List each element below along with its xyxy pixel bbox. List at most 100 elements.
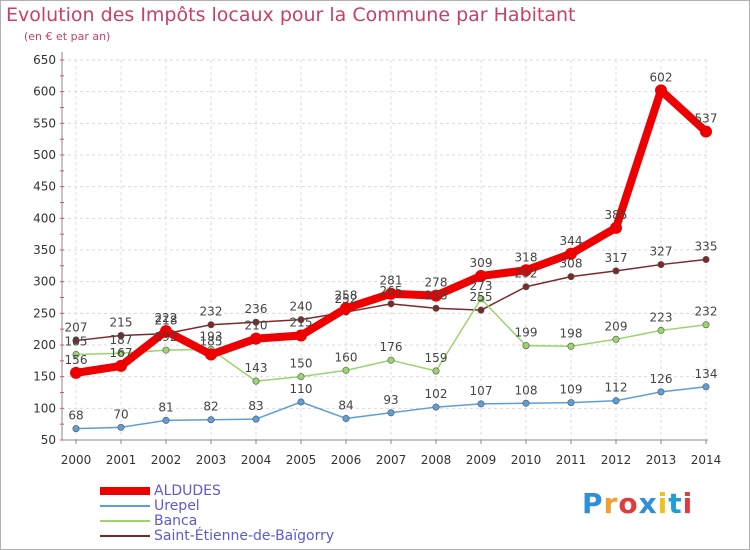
data-point: [385, 287, 397, 300]
data-label: 258: [335, 288, 358, 302]
data-label: 602: [650, 70, 673, 84]
y-tick-label: 250: [33, 306, 56, 320]
data-label: 309: [470, 256, 493, 270]
legend-swatch: [100, 519, 150, 522]
data-point: [162, 346, 170, 354]
data-point: [430, 289, 442, 302]
x-tick-label: 2008: [421, 453, 452, 467]
data-point: [72, 337, 80, 345]
y-tick-label: 550: [33, 116, 56, 130]
data-label: 107: [470, 384, 493, 398]
data-point: [297, 398, 305, 406]
data-label: 112: [605, 381, 628, 395]
data-point: [612, 397, 620, 405]
data-point: [117, 349, 125, 357]
data-label: 143: [245, 361, 268, 375]
x-tick-label: 2004: [241, 453, 272, 467]
data-point: [432, 403, 440, 411]
data-point: [522, 399, 530, 407]
data-label: 317: [605, 251, 628, 265]
data-point: [567, 399, 575, 407]
legend-label: Saint-Étienne-de-Baïgorry: [154, 527, 335, 544]
x-tick-label: 2009: [466, 453, 497, 467]
data-label: 308: [560, 257, 583, 271]
data-label: 252: [335, 292, 358, 306]
data-label: 335: [695, 240, 718, 254]
data-label: 193: [200, 329, 223, 343]
data-point: [702, 321, 710, 329]
data-point: [567, 273, 575, 281]
proxiti-logo: Proxiti: [582, 487, 694, 520]
legend-label: Urepel: [154, 497, 200, 514]
legend-label: Banca: [154, 512, 198, 529]
data-label: 176: [380, 340, 403, 354]
legend-label: ALDUDES: [154, 482, 221, 499]
data-label: 218: [155, 314, 178, 328]
data-point: [522, 342, 530, 350]
data-point: [520, 264, 532, 277]
data-label: 210: [245, 319, 268, 333]
data-label: 192: [155, 330, 178, 344]
data-label: 385: [605, 208, 628, 222]
data-point: [657, 388, 665, 396]
y-tick-label: 100: [33, 401, 56, 415]
data-label: 278: [425, 276, 448, 290]
data-label: 199: [515, 326, 538, 340]
y-tick-label: 150: [33, 370, 56, 384]
data-label: 187: [110, 333, 133, 347]
data-label: 134: [695, 367, 718, 381]
data-point: [657, 326, 665, 334]
data-point: [115, 359, 127, 372]
data-label: 102: [425, 387, 448, 401]
legend-item: Urepel: [100, 497, 334, 514]
legend-item: ALDUDES: [100, 482, 334, 499]
data-label: 215: [290, 316, 313, 330]
x-tick-label: 2007: [376, 453, 407, 467]
x-tick-label: 2012: [601, 453, 632, 467]
data-point: [207, 321, 215, 329]
y-tick-label: 600: [33, 85, 56, 99]
y-tick-label: 200: [33, 338, 56, 352]
data-label: 185: [200, 335, 223, 349]
data-label: 108: [515, 383, 538, 397]
data-point: [160, 325, 172, 338]
legend-swatch: [100, 504, 150, 507]
data-label: 126: [650, 372, 673, 386]
data-label: 159: [425, 351, 448, 365]
data-point: [432, 304, 440, 312]
data-point: [477, 400, 485, 408]
legend: ALDUDES Urepel Banca Saint-Étienne-de-Baïgo…: [100, 482, 335, 544]
data-point: [702, 383, 710, 391]
data-label: 109: [560, 383, 583, 397]
data-point: [477, 295, 485, 303]
data-label: 150: [290, 357, 313, 371]
x-tick-label: 2011: [556, 453, 587, 467]
data-label: 281: [380, 274, 403, 288]
data-label: 344: [560, 234, 583, 248]
y-tick-label: 50: [41, 433, 56, 447]
data-label: 185: [65, 335, 88, 349]
x-tick-label: 2002: [151, 453, 182, 467]
data-label: 81: [158, 400, 173, 414]
chart-subtitle: (en € et par an): [24, 30, 111, 43]
data-point: [297, 316, 305, 324]
data-label: 318: [515, 250, 538, 264]
data-point: [432, 367, 440, 375]
data-label: 110: [290, 382, 313, 396]
data-point: [522, 283, 530, 291]
data-point: [117, 423, 125, 431]
data-label: 209: [605, 319, 628, 333]
y-tick-label: 500: [33, 148, 56, 162]
data-label: 292: [515, 267, 538, 281]
data-point: [565, 247, 577, 260]
data-label: 160: [335, 350, 358, 364]
y-tick-label: 650: [33, 53, 56, 67]
data-label: 198: [560, 326, 583, 340]
data-label: 83: [248, 399, 263, 413]
x-tick-label: 2003: [196, 453, 227, 467]
data-label: 255: [470, 290, 493, 304]
data-point: [475, 269, 487, 282]
legend-item: Saint-Étienne-de-Baïgorry: [100, 527, 335, 544]
data-point: [70, 366, 82, 379]
